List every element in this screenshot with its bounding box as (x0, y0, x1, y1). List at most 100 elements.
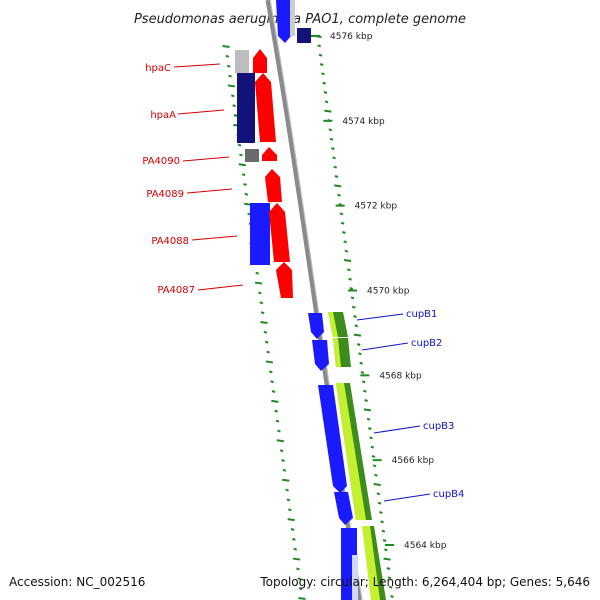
scale-tick (285, 488, 289, 492)
gene-label-cupB2[interactable]: cupB2 (411, 338, 442, 349)
gene-label-PA4090[interactable]: PA4090 (142, 156, 180, 167)
scale-tick (233, 114, 238, 117)
gene-cupB2-feature-light[interactable] (333, 338, 341, 367)
right-gene-group[interactable] (308, 312, 386, 600)
scale-tick (333, 165, 338, 169)
gene-label-cupB3[interactable]: cupB3 (423, 421, 454, 432)
scale-tick (376, 492, 381, 496)
gene-PA4087-forward[interactable] (276, 262, 293, 298)
left-gene-labels[interactable]: hpaC hpaA PA4090 PA4089 PA4088 PA4087 (142, 63, 244, 296)
scale-tick (330, 147, 335, 150)
scale-tick (329, 137, 334, 141)
scale-tick (243, 183, 247, 186)
scale-tick (334, 175, 339, 178)
gene-label-leader (173, 63, 221, 68)
gene-PA4089-forward[interactable] (265, 169, 282, 202)
scale-tick (353, 315, 357, 318)
gene-label-cupB4[interactable]: cupB4 (433, 489, 464, 500)
scale-tick (349, 287, 354, 290)
gene-label-PA4088[interactable]: PA4088 (151, 236, 189, 247)
scale-tick (241, 173, 246, 177)
right-gene-labels[interactable]: cupB1 cupB2 cupB3 cupB4 (356, 309, 464, 502)
scale-tick (260, 311, 265, 315)
scale-tick (324, 100, 329, 104)
gene-cupB2-reverse[interactable] (312, 340, 329, 371)
scale-tick (276, 439, 284, 443)
gene-PA4090-pseudo[interactable] (245, 149, 259, 162)
gene-PA4088-forward[interactable] (269, 203, 290, 262)
scale-tick (282, 468, 287, 472)
gene-label-hpaC[interactable]: hpaC (145, 63, 171, 74)
scale-tick (390, 595, 394, 598)
gene-label-leader (361, 342, 409, 351)
gene-hpaA-forward[interactable] (255, 73, 276, 142)
gene-label-PA4089[interactable]: PA4089 (146, 189, 184, 200)
gene-PA4090-forward[interactable] (262, 147, 277, 161)
scale-tick (254, 281, 263, 285)
gene-label-cupB1[interactable]: cupB1 (406, 309, 437, 320)
scale-tick (369, 436, 373, 440)
gene-hpaC-forward[interactable] (253, 49, 267, 73)
gene-cupB1-reverse[interactable] (308, 313, 324, 339)
scale-tick (340, 221, 345, 225)
scale-tick (388, 585, 393, 589)
scale-tick (381, 529, 386, 533)
scale-tick (266, 350, 270, 354)
gene-PA4088-reverse[interactable] (250, 203, 270, 265)
gene-block-pale[interactable] (290, 0, 295, 36)
scale-tick (298, 597, 306, 600)
scale-tick (263, 330, 268, 334)
scale-tick (382, 539, 387, 542)
scale-tick (222, 45, 230, 48)
scale-tick (334, 184, 342, 188)
scale-tick (227, 84, 236, 88)
gene-hpaA-reverse[interactable] (237, 73, 255, 143)
scale-tick (328, 128, 333, 132)
scale-tick (337, 193, 341, 197)
kbp-scale: 4576 kbp 4574 kbp 4572 kbp 4570 kbp 4568 kbp… (311, 32, 447, 551)
scale-tick (260, 321, 268, 324)
scale-tick (274, 409, 279, 413)
scale-tick (342, 231, 346, 234)
scale-tick (363, 389, 367, 393)
scale-tick (287, 508, 292, 512)
scale-tick (265, 360, 274, 364)
scale-tick (339, 212, 344, 216)
scale-tick (255, 271, 260, 275)
scale-tick (292, 537, 296, 541)
gene-block-navy[interactable] (297, 28, 311, 43)
gene-bottom-pale[interactable] (352, 555, 358, 600)
gene-cupB1-feature-light[interactable] (328, 312, 338, 337)
scale-tick (356, 343, 361, 346)
gene-label-PA4087[interactable]: PA4087 (157, 285, 195, 296)
gene-label-leader (191, 235, 238, 241)
accession-text: Accession: NC_002516 (9, 575, 145, 589)
gene-cupB4-reverse[interactable] (334, 492, 353, 525)
scale-tick (371, 455, 376, 458)
scale-tick (379, 511, 383, 514)
scale-tick (239, 153, 243, 157)
scale-tick (293, 547, 298, 551)
scale-tick (358, 352, 362, 356)
top-partial-genes[interactable] (276, 0, 311, 43)
scale-tick (264, 340, 269, 344)
scale-tick (259, 301, 264, 305)
gene-arrow-reverse[interactable] (276, 0, 291, 43)
left-gene-group[interactable] (235, 49, 293, 298)
gene-bottom-feature-dark[interactable] (370, 526, 386, 600)
scale-tick (387, 576, 392, 580)
gene-hpaC-pseudo[interactable] (235, 50, 249, 73)
scale-tick (386, 567, 391, 570)
scale-tick (343, 259, 352, 262)
gene-cupB3-feature-light[interactable] (336, 383, 366, 520)
scale-tick (324, 109, 332, 113)
gene-label-hpaA[interactable]: hpaA (150, 110, 176, 121)
gene-label-leader (197, 284, 244, 291)
scale-tick (366, 417, 371, 421)
scale-tick (279, 449, 284, 453)
scale-tick (344, 249, 349, 253)
scale-tick (232, 104, 236, 108)
gene-cupB3-reverse[interactable] (318, 385, 347, 493)
scale-tick (237, 143, 242, 147)
